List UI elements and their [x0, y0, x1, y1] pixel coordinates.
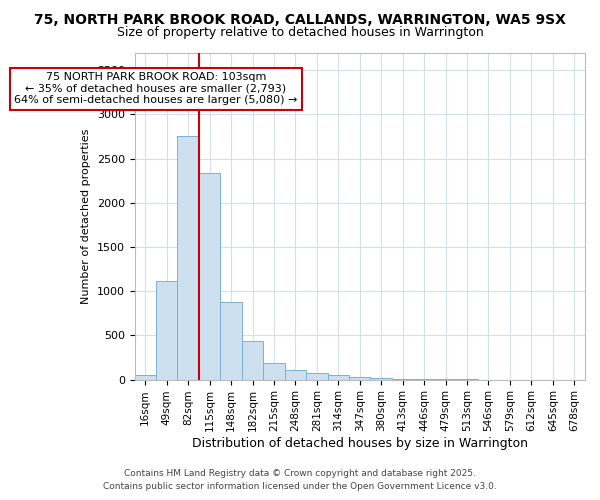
Bar — [220, 302, 242, 380]
Bar — [263, 363, 284, 380]
Title: 75, NORTH PARK BROOK ROAD, CALLANDS, WARRINGTON, WA5 9SX
Size of property relati: 75, NORTH PARK BROOK ROAD, CALLANDS, WAR… — [0, 499, 1, 500]
Bar — [349, 377, 370, 380]
Text: 75, NORTH PARK BROOK ROAD, CALLANDS, WARRINGTON, WA5 9SX: 75, NORTH PARK BROOK ROAD, CALLANDS, WAR… — [34, 12, 566, 26]
X-axis label: Distribution of detached houses by size in Warrington: Distribution of detached houses by size … — [192, 437, 528, 450]
Bar — [328, 375, 349, 380]
Y-axis label: Number of detached properties: Number of detached properties — [81, 128, 91, 304]
Bar — [392, 379, 413, 380]
Bar — [178, 136, 199, 380]
Text: Size of property relative to detached houses in Warrington: Size of property relative to detached ho… — [116, 26, 484, 39]
Bar — [156, 282, 178, 380]
Bar — [370, 378, 392, 380]
Bar — [306, 373, 328, 380]
Text: Contains HM Land Registry data © Crown copyright and database right 2025.
Contai: Contains HM Land Registry data © Crown c… — [103, 470, 497, 491]
Text: 75 NORTH PARK BROOK ROAD: 103sqm
← 35% of detached houses are smaller (2,793)
64: 75 NORTH PARK BROOK ROAD: 103sqm ← 35% o… — [14, 72, 298, 105]
Bar — [284, 370, 306, 380]
Bar — [242, 340, 263, 380]
Bar — [199, 172, 220, 380]
Bar — [134, 374, 156, 380]
